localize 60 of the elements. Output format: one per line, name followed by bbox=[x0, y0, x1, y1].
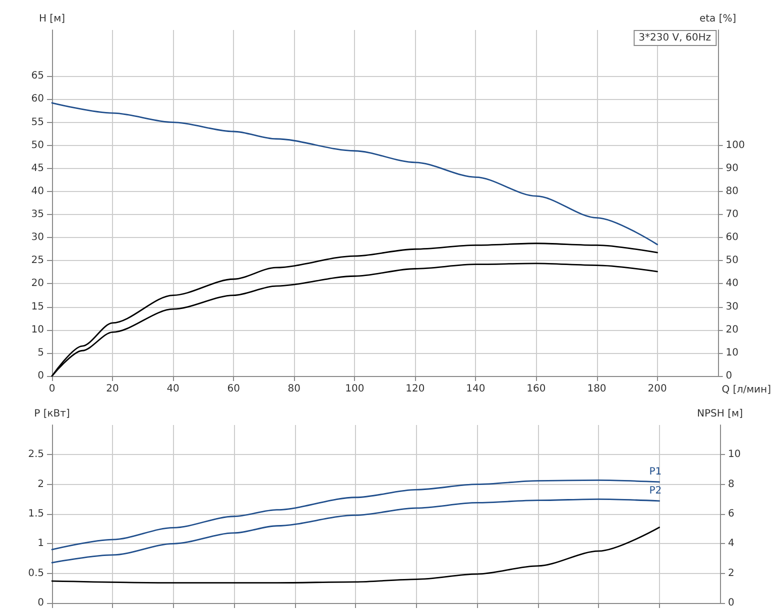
y-tick-label: 0 bbox=[38, 370, 44, 382]
x-axis-title: Q [л/мин] bbox=[722, 384, 772, 396]
y-tick-label: 1.5 bbox=[28, 508, 44, 520]
y-tick-label: 20 bbox=[31, 278, 44, 290]
y2-axis-title: NPSH [м] bbox=[697, 408, 744, 420]
x-tick-label: 180 bbox=[587, 384, 606, 394]
line-series bbox=[51, 498, 660, 564]
x-tick-label: 80 bbox=[288, 384, 300, 394]
y2-tick-label: 10 bbox=[728, 449, 741, 460]
chart-title: 3*230 V, 60Hz bbox=[638, 32, 712, 44]
y2-tick-label: 8 bbox=[728, 478, 734, 490]
y-tick-label: 10 bbox=[31, 324, 44, 336]
y-tick-label: 2 bbox=[38, 478, 44, 490]
y2-tick-label: 0 bbox=[726, 370, 732, 382]
x-tick-label: 40 bbox=[166, 384, 180, 394]
x-tick-label: 60 bbox=[227, 384, 240, 394]
line-series bbox=[51, 479, 660, 550]
y2-tick-label: 40 bbox=[726, 278, 739, 290]
y2-tick-label: 2 bbox=[728, 568, 734, 579]
y-tick-label: 30 bbox=[31, 232, 44, 244]
x-tick-label: 140 bbox=[466, 384, 486, 394]
y-axis-title: P [кВт] bbox=[34, 408, 70, 420]
y2-tick-label: 90 bbox=[726, 162, 739, 174]
y-tick-label: 1 bbox=[38, 538, 44, 550]
y2-tick-label: 70 bbox=[726, 209, 739, 220]
y2-tick-label: 100 bbox=[726, 140, 745, 151]
y2-tick-label: 0 bbox=[728, 598, 734, 608]
y2-tick-label: 80 bbox=[726, 186, 739, 197]
y-tick-label: 45 bbox=[31, 162, 44, 174]
x-tick-label: 160 bbox=[526, 384, 546, 394]
y-tick-label: 40 bbox=[31, 186, 44, 197]
series-label: P2 bbox=[649, 485, 662, 496]
y-axis-title: H [м] bbox=[38, 14, 66, 24]
y-tick-label: 0.5 bbox=[28, 568, 44, 579]
x-tick-label: 20 bbox=[106, 384, 119, 394]
x-tick-label: 0 bbox=[48, 384, 56, 394]
y-tick-label: 0 bbox=[38, 598, 44, 608]
y-tick-label: 2.5 bbox=[28, 449, 44, 460]
y2-tick-label: 6 bbox=[728, 508, 734, 520]
y2-tick-label: 4 bbox=[728, 538, 734, 550]
y2-tick-label: 10 bbox=[726, 347, 739, 358]
y-tick-label: 15 bbox=[31, 301, 44, 312]
y-tick-label: 65 bbox=[31, 70, 44, 82]
y-tick-label: 5 bbox=[38, 347, 44, 358]
line-series bbox=[51, 526, 660, 584]
y2-tick-label: 20 bbox=[726, 324, 739, 336]
y-tick-label: 50 bbox=[31, 140, 44, 151]
x-tick-label: 200 bbox=[648, 384, 667, 394]
y2-tick-label: 50 bbox=[726, 255, 739, 266]
x-tick-label: 100 bbox=[345, 384, 364, 394]
y-tick-label: 55 bbox=[31, 116, 44, 128]
series-label: P1 bbox=[649, 466, 662, 478]
y-tick-label: 60 bbox=[31, 94, 44, 105]
y-tick-label: 35 bbox=[31, 209, 44, 220]
y2-tick-label: 60 bbox=[726, 232, 739, 244]
y2-tick-label: 30 bbox=[726, 301, 739, 312]
y-tick-label: 25 bbox=[31, 255, 44, 266]
line-series bbox=[51, 102, 658, 246]
x-tick-label: 120 bbox=[406, 384, 425, 394]
y2-axis-title: eta [%] bbox=[699, 14, 736, 24]
